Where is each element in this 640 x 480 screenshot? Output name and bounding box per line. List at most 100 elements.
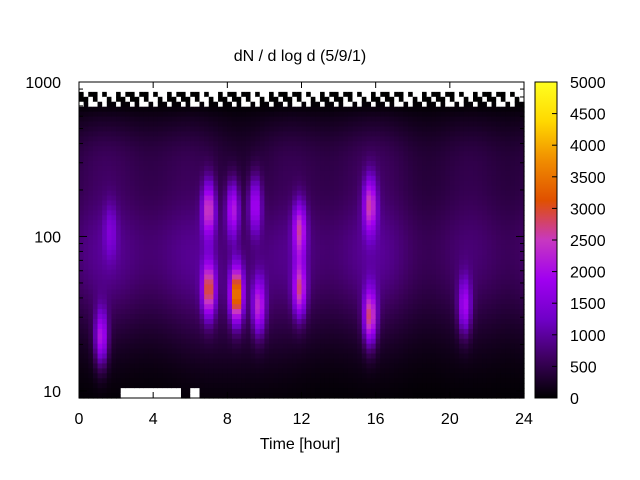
heatmap-cell: [259, 190, 266, 197]
heatmap-cell: [120, 195, 126, 202]
heatmap-cell: [218, 106, 224, 113]
heatmap-cell: [329, 175, 335, 182]
heatmap-cell: [176, 254, 182, 261]
heatmap-cell: [306, 343, 312, 350]
heatmap-cell: [241, 200, 247, 207]
heatmap-cell: [143, 180, 150, 187]
heatmap-cell: [129, 141, 136, 147]
heatmap-cell: [171, 195, 177, 202]
heatmap-cell: [194, 205, 201, 211]
heatmap-cell: [190, 279, 196, 286]
heatmap-cell: [301, 165, 307, 172]
heatmap-cell: [120, 249, 126, 256]
heatmap-cell: [264, 111, 270, 118]
heatmap-cell: [222, 220, 228, 226]
heatmap-cell: [269, 205, 275, 211]
heatmap-cell: [245, 86, 252, 93]
heatmap-cell: [292, 284, 298, 290]
heatmap-cell: [403, 141, 409, 147]
heatmap-cell: [185, 195, 191, 202]
heatmap-cell: [394, 210, 400, 216]
heatmap-cell: [398, 165, 405, 172]
heatmap-cell: [394, 368, 400, 374]
heatmap-cell: [171, 363, 177, 369]
heatmap-cell: [292, 279, 298, 286]
heatmap-cell: [389, 393, 395, 399]
heatmap-cell: [329, 368, 335, 374]
heatmap-cell: [435, 146, 442, 152]
heatmap-cell: [264, 101, 270, 108]
heatmap-cell: [422, 309, 428, 315]
heatmap-cell: [148, 131, 154, 137]
heatmap-cell: [417, 314, 423, 320]
heatmap-cell: [125, 220, 131, 226]
heatmap-cell: [352, 101, 358, 108]
heatmap-cell: [417, 269, 423, 276]
heatmap-cell: [398, 185, 405, 192]
heatmap-cell: [357, 294, 363, 300]
heatmap-cell: [269, 220, 275, 226]
heatmap-cell: [269, 304, 275, 310]
heatmap-cell: [394, 86, 400, 93]
heatmap-cell: [153, 185, 159, 192]
heatmap-cell: [176, 111, 182, 118]
heatmap-cell: [422, 126, 428, 132]
heatmap-cell: [282, 368, 289, 374]
heatmap-cell: [361, 269, 367, 276]
heatmap-cell: [264, 215, 270, 221]
heatmap-cell: [310, 264, 317, 271]
heatmap-cell: [222, 348, 228, 355]
heatmap-cell: [287, 131, 293, 137]
heatmap-cell: [79, 205, 85, 211]
heatmap-cell: [306, 294, 312, 300]
heatmap-cell: [352, 165, 358, 172]
heatmap-cell: [398, 180, 405, 187]
heatmap-cell: [83, 244, 89, 251]
heatmap-cell: [222, 190, 228, 197]
heatmap-cell: [269, 388, 275, 394]
heatmap-cell: [324, 101, 330, 108]
heatmap-cell: [408, 161, 414, 167]
heatmap-cell: [88, 249, 94, 256]
heatmap-cell: [398, 220, 405, 226]
heatmap-cell: [162, 378, 168, 384]
heatmap-cell: [83, 363, 89, 369]
heatmap-cell: [92, 96, 99, 103]
heatmap-cell: [366, 393, 372, 399]
heatmap-cell: [97, 136, 103, 142]
heatmap-cell: [227, 141, 233, 147]
heatmap-cell: [134, 333, 140, 340]
heatmap-cell: [88, 151, 94, 157]
heatmap-cell: [106, 185, 113, 192]
heatmap-cell: [143, 91, 150, 98]
heatmap-cell: [287, 230, 293, 236]
heatmap-cell: [97, 180, 103, 187]
heatmap-cell: [306, 131, 312, 137]
heatmap-cell: [171, 225, 177, 231]
heatmap-cell: [278, 338, 284, 345]
heatmap-cell: [139, 323, 145, 330]
heatmap-cell: [83, 161, 89, 167]
heatmap-cell: [213, 264, 219, 271]
heatmap-cell: [245, 136, 252, 142]
heatmap-cell: [139, 235, 145, 241]
heatmap-cell: [245, 383, 252, 389]
heatmap-cell: [79, 358, 85, 365]
heatmap-cell: [241, 289, 247, 295]
heatmap-cell: [153, 314, 159, 320]
heatmap-cell: [361, 146, 367, 152]
heatmap-cell: [125, 225, 131, 231]
heatmap-cell: [366, 388, 372, 394]
heatmap-cell: [343, 373, 349, 379]
heatmap-cell: [250, 190, 256, 197]
heatmap-cell: [301, 294, 307, 300]
heatmap-cell: [347, 393, 354, 399]
heatmap-cell: [204, 185, 210, 192]
heatmap-cell: [139, 309, 145, 315]
heatmap-cell: [162, 373, 168, 379]
heatmap-cell: [102, 175, 108, 182]
heatmap-cell: [412, 106, 418, 113]
heatmap-cell: [380, 161, 386, 167]
heatmap-cell: [347, 141, 354, 147]
heatmap-cell: [176, 235, 182, 241]
